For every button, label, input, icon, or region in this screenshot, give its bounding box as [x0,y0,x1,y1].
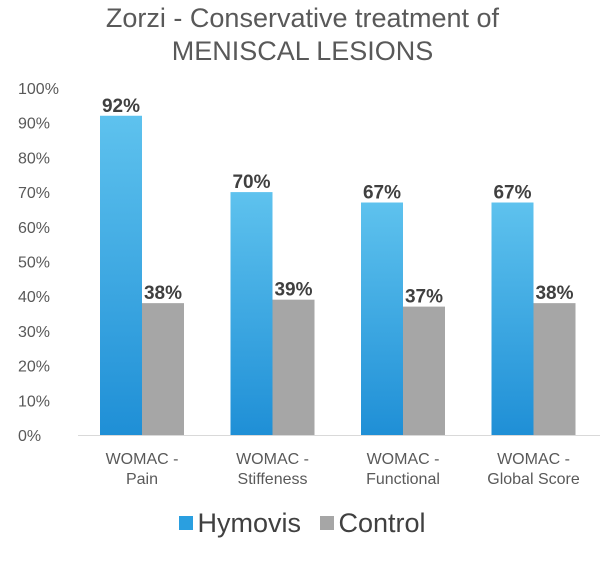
data-label-hymovis: 67% [493,183,531,204]
data-label-hymovis: 67% [363,183,401,204]
y-tick-label: 30% [18,324,50,341]
y-tick-label: 70% [18,185,50,202]
bar-hymovis [100,115,142,435]
x-tick-label: Functional [366,471,440,488]
bar-hymovis [230,192,273,435]
y-tick-label: 40% [18,289,50,306]
chart-title-line-1: Zorzi - Conservative treatment of [105,3,500,33]
y-tick-label: 10% [18,393,50,410]
data-label-hymovis: 92% [102,96,140,117]
x-tick-label: Global Score [487,471,580,488]
data-label-control: 38% [144,283,182,304]
bar-control [272,299,315,435]
x-tick-label: WOMAC - [106,451,179,468]
legend-label-control: Control [338,508,426,538]
y-tick-label: 100% [18,81,59,98]
y-tick-label: 50% [18,255,50,272]
bar-hymovis [361,202,403,435]
data-label-hymovis: 70% [232,172,270,193]
legend-swatch-control [320,516,335,530]
x-axis: WOMAC - Pain WOMAC - Stiffeness WOMAC - Funct… [78,435,600,488]
legend-item-control: Control [320,508,426,539]
x-tick-label: WOMAC - [367,451,440,468]
legend-item-hymovis: Hymovis [179,508,301,539]
y-tick-label: 80% [18,150,50,167]
x-tick-label: Stiffeness [238,471,308,488]
bar-chart: 0% 10% 20% 30% 40% 50% 60% 70% 80% 90% 100% 92% 38%… [18,81,600,488]
y-axis: 0% 10% 20% 30% 40% 50% 60% 70% 80% 90% 100% [18,81,59,445]
data-label-control: 37% [405,287,443,308]
chart-title-line-2: MENISCAL LESIONS [171,36,434,66]
bar-control [142,303,184,435]
x-tick-label: WOMAC - [236,451,309,468]
bars: 92% 38% 70% 39% 67% 37% 67% 38% [100,96,576,435]
y-tick-label: 90% [18,116,50,133]
x-tick-label: Pain [126,471,158,488]
legend-label-hymovis: Hymovis [197,508,301,538]
data-label-control: 38% [535,283,573,304]
legend-swatch-hymovis [179,516,194,530]
y-tick-label: 0% [18,428,41,445]
bar-control [533,303,576,435]
chart-title: Zorzi - Conservative treatment of MENISC… [0,2,605,68]
y-tick-label: 60% [18,220,50,237]
data-label-control: 39% [274,280,312,301]
x-tick-label: WOMAC - [497,451,570,468]
bar-hymovis [491,202,534,435]
y-tick-label: 20% [18,359,50,376]
legend: Hymovis Control [0,508,605,539]
bar-control [403,306,445,435]
